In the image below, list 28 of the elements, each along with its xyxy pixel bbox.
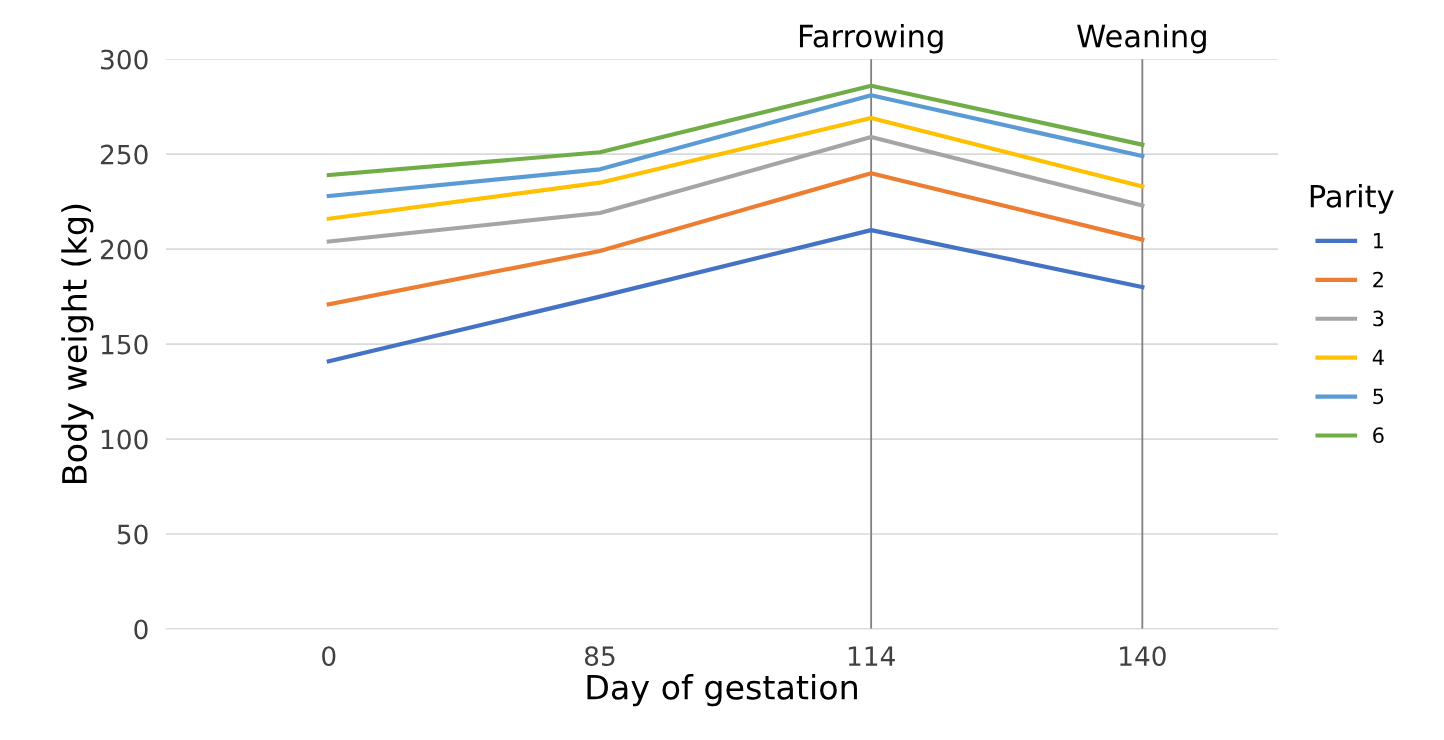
y-tick-label: 0 <box>134 619 148 640</box>
y-axis-title: Body weight (kg) <box>61 204 94 483</box>
y-tick-label: 50 <box>117 524 148 545</box>
line-series <box>326 83 1145 178</box>
ref-line-label: Weaning <box>1077 23 1206 54</box>
legend-label: 3 <box>1373 310 1384 327</box>
line-series <box>326 228 1145 364</box>
legend-label: 1 <box>1374 233 1384 249</box>
x-tick-label: 0 <box>322 646 336 667</box>
y-tick-label: 300 <box>101 49 148 70</box>
line-series <box>326 115 1145 221</box>
x-tick-label: 114 <box>848 646 895 666</box>
line-series <box>326 171 1145 307</box>
x-tick-label: 140 <box>1120 646 1166 667</box>
x-tick-label: 85 <box>584 646 615 667</box>
legend-label: 5 <box>1373 388 1384 405</box>
legend-title: Parity <box>1310 184 1394 214</box>
y-tick-label: 100 <box>101 429 148 450</box>
line-series <box>326 134 1145 244</box>
y-tick-label: 150 <box>101 334 148 355</box>
y-tick-label: 250 <box>100 144 148 165</box>
x-axis-title: Day of gestation <box>587 673 857 707</box>
y-tick-label: 200 <box>100 239 148 260</box>
legend-label: 4 <box>1372 349 1384 365</box>
ref-line-label: Farrowing <box>799 23 943 54</box>
legend-label: 2 <box>1373 271 1383 288</box>
line-series <box>326 93 1145 199</box>
legend-label: 6 <box>1373 427 1384 444</box>
